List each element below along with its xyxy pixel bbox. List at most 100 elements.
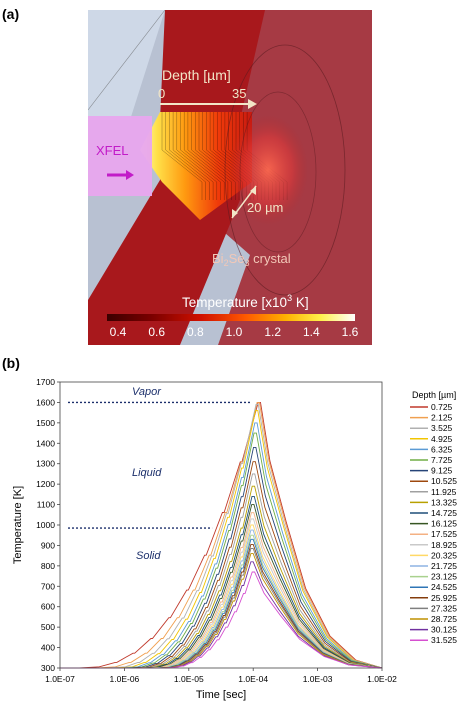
region-label-solid: Solid — [136, 550, 161, 562]
depth-start: 0 — [158, 86, 165, 101]
colorbar-ticks: 0.4 0.6 0.8 1.0 1.2 1.4 1.6 — [110, 325, 359, 339]
scale-label: 20 µm — [247, 200, 283, 215]
y-tick-label: 1000 — [36, 520, 55, 530]
series-line-6.325 — [60, 422, 383, 669]
legend-entry: 9.125 — [431, 466, 453, 476]
series-line-7.725 — [60, 432, 383, 669]
panel-b-label: (b) — [2, 355, 20, 371]
series-line-0.725 — [60, 401, 383, 669]
legend-entry: 7.725 — [431, 455, 453, 465]
y-tick-label: 600 — [41, 602, 55, 612]
y-tick-label: 1200 — [36, 479, 55, 489]
simulation-image — [88, 10, 372, 345]
legend-entry: 30.125 — [431, 625, 457, 635]
region-label-vapor: Vapor — [132, 386, 162, 398]
y-ticks: 300 400 500 600 700 800 900 1000 1100 1200 1300 140… — [36, 377, 60, 673]
x-ticks: 1.0E-07 1.0E-06 1.0E-05 1.0E-04 1.0E-03 1.0E-… — [45, 668, 397, 684]
colorbar-tick-label: 1.0 — [226, 325, 243, 339]
depth-end: 35 — [232, 86, 246, 101]
series-line-3.525 — [60, 404, 383, 669]
legend-entry: 3.525 — [431, 423, 453, 433]
series-line-13.325 — [60, 485, 383, 669]
panel-a-label: (a) — [2, 6, 19, 22]
y-axis-label: Temperature [K] — [12, 486, 24, 564]
series-line-24.525 — [60, 538, 383, 669]
legend-entry: 0.725 — [431, 402, 453, 412]
colorbar-title: Temperature [x103 K] — [182, 293, 309, 310]
y-tick-label: 1300 — [36, 459, 55, 469]
series-line-11.925 — [60, 473, 383, 669]
xfel-beam — [88, 116, 152, 196]
legend-entry: 21.725 — [431, 561, 457, 571]
colorbar-tick-label: 0.4 — [110, 325, 127, 339]
depth-label: Depth [µm] — [162, 67, 231, 83]
xfel-label: XFEL — [96, 143, 129, 158]
y-tick-label: 500 — [41, 622, 55, 632]
legend-entry: 14.725 — [431, 508, 457, 518]
contour-inner — [239, 91, 317, 253]
colorbar: Temperature [x103 K] 0.4 0.6 0.8 1.0 1.2 1.4 1… — [107, 293, 359, 339]
pale-region — [88, 10, 165, 120]
colorbar-tick-label: 1.6 — [342, 325, 359, 339]
legend-entry: 10.525 — [431, 476, 457, 486]
legend: Depth [µm] 0.7252.1253.5254.9256.3257.72… — [410, 390, 457, 645]
series-line-16.125 — [60, 504, 383, 669]
legend-entry: 2.125 — [431, 413, 453, 423]
colorbar-tick-label: 0.8 — [187, 325, 204, 339]
legend-entry: 13.325 — [431, 497, 457, 507]
x-tick-label: 1.0E-07 — [45, 674, 75, 684]
y-tick-label: 1600 — [36, 397, 55, 407]
legend-title: Depth [µm] — [412, 390, 456, 400]
slab-edge-line — [88, 10, 166, 111]
y-tick-label: 700 — [41, 581, 55, 591]
legend-entry: 24.525 — [431, 582, 457, 592]
series-lines — [60, 401, 383, 669]
contour-outer — [224, 44, 346, 296]
xfel-arrow — [107, 170, 134, 180]
legend-entry: 27.325 — [431, 603, 457, 613]
legend-entry: 31.525 — [431, 635, 457, 645]
x-tick-label: 1.0E-06 — [110, 674, 140, 684]
x-tick-label: 1.0E-05 — [174, 674, 204, 684]
y-tick-label: 800 — [41, 561, 55, 571]
legend-entry: 25.925 — [431, 593, 457, 603]
series-line-10.525 — [60, 461, 383, 669]
y-tick-label: 300 — [41, 663, 55, 673]
reference-lines — [68, 401, 251, 529]
legend-entry: 23.125 — [431, 572, 457, 582]
colorbar-gradient — [107, 314, 355, 321]
legend-entry: 20.325 — [431, 550, 457, 560]
plot-frame — [59, 381, 383, 669]
legend-entry: 16.125 — [431, 519, 457, 529]
y-tick-label: 900 — [41, 540, 55, 550]
y-tick-label: 1700 — [36, 377, 55, 387]
y-tick-label: 400 — [41, 643, 55, 653]
crystal-label: Bi2Se3 crystal — [212, 251, 291, 268]
x-tick-label: 1.0E-02 — [367, 674, 397, 684]
colorbar-tick-label: 1.2 — [264, 325, 281, 339]
y-tick-label: 1400 — [36, 438, 55, 448]
legend-entry: 28.725 — [431, 614, 457, 624]
y-tick-label: 1100 — [37, 500, 56, 510]
series-line-9.125 — [60, 446, 383, 669]
temperature-chart: 300 400 500 600 700 800 900 1000 1100 1200 1300 140… — [12, 377, 397, 701]
depth-arrow — [160, 99, 257, 109]
region-label-liquid: Liquid — [132, 467, 162, 479]
x-tick-label: 1.0E-03 — [303, 674, 333, 684]
x-tick-label: 1.0E-04 — [238, 674, 268, 684]
legend-entry: 17.525 — [431, 529, 457, 539]
colorbar-tick-label: 1.4 — [303, 325, 320, 339]
series-line-4.925 — [60, 410, 383, 669]
legend-entry: 4.925 — [431, 434, 453, 444]
scale-arrow — [231, 185, 257, 219]
legend-entry: 18.925 — [431, 540, 457, 550]
series-line-2.125 — [60, 401, 383, 669]
colorbar-tick-label: 0.6 — [148, 325, 165, 339]
legend-entry: 11.925 — [431, 487, 457, 497]
x-axis-label: Time [sec] — [196, 689, 246, 701]
legend-entry: 6.325 — [431, 444, 453, 454]
series-line-18.925 — [60, 518, 383, 669]
series-line-31.525 — [60, 571, 383, 669]
y-tick-label: 1500 — [36, 418, 55, 428]
